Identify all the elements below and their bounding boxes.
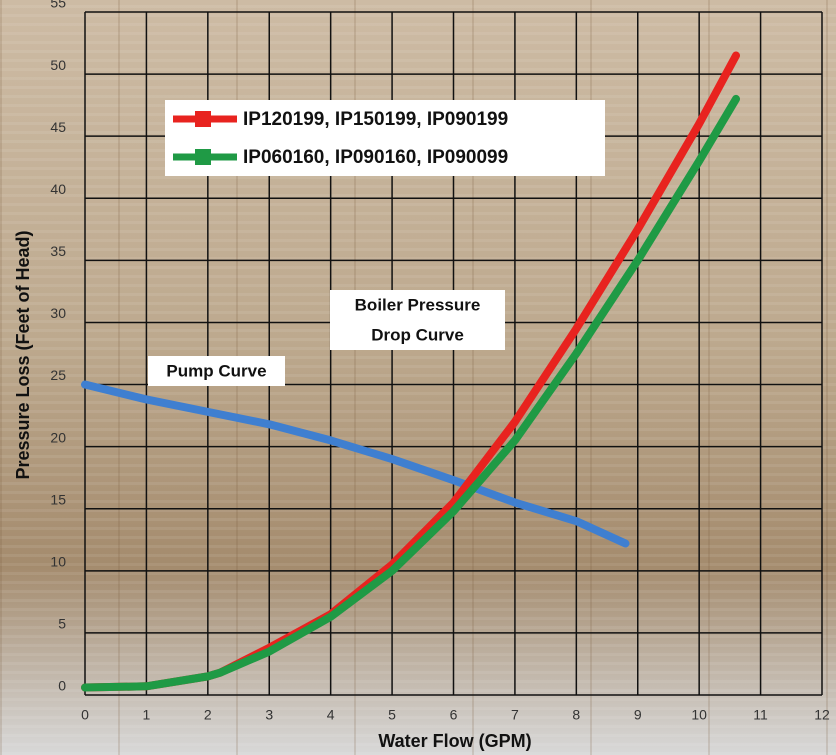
series-line [81, 380, 630, 548]
legend-label: IP120199, IP150199, IP090199 [243, 109, 508, 130]
x-tick-label: 4 [327, 707, 335, 723]
x-tick-label: 7 [511, 707, 519, 723]
x-tick-label: 2 [204, 707, 212, 723]
series-line [81, 94, 741, 692]
x-tick-label: 11 [753, 707, 768, 723]
y-tick-label: 25 [50, 367, 66, 383]
annotation: Boiler Pressure [355, 295, 481, 314]
y-tick-label: 40 [50, 181, 66, 197]
y-axis-title: Pressure Loss (Feet of Head) [13, 230, 33, 479]
y-tick-label: 55 [50, 0, 66, 11]
x-axis-title: Water Flow (GPM) [378, 731, 531, 751]
y-tick-label: 15 [50, 491, 66, 507]
legend-label: IP060160, IP090160, IP090099 [243, 147, 508, 168]
legend-box [165, 100, 605, 176]
annotation: Pump Curve [166, 361, 266, 380]
annotation-box [148, 356, 285, 386]
x-tick-label: 6 [450, 707, 458, 723]
x-tick-label: 3 [265, 707, 273, 723]
x-tick-label: 0 [81, 707, 89, 723]
annotation-box [330, 290, 505, 350]
annotation: Drop Curve [371, 325, 464, 344]
y-tick-label: 0 [58, 678, 66, 694]
y-tick-label: 45 [50, 119, 66, 135]
y-tick-label: 20 [50, 429, 66, 445]
x-tick-label: 9 [634, 707, 642, 723]
x-tick-label: 1 [143, 707, 151, 723]
y-tick-label: 5 [58, 616, 66, 632]
y-tick-label: 10 [50, 554, 66, 570]
x-tick-label: 10 [691, 707, 707, 723]
y-tick-label: 35 [50, 243, 66, 259]
x-tick-label: 5 [388, 707, 396, 723]
legend-marker [195, 111, 211, 127]
y-tick-label: 30 [50, 305, 66, 321]
x-tick-label: 8 [572, 707, 580, 723]
y-tick-label: 50 [50, 57, 66, 73]
x-tick-label: 12 [814, 707, 830, 723]
legend-marker [195, 149, 211, 165]
